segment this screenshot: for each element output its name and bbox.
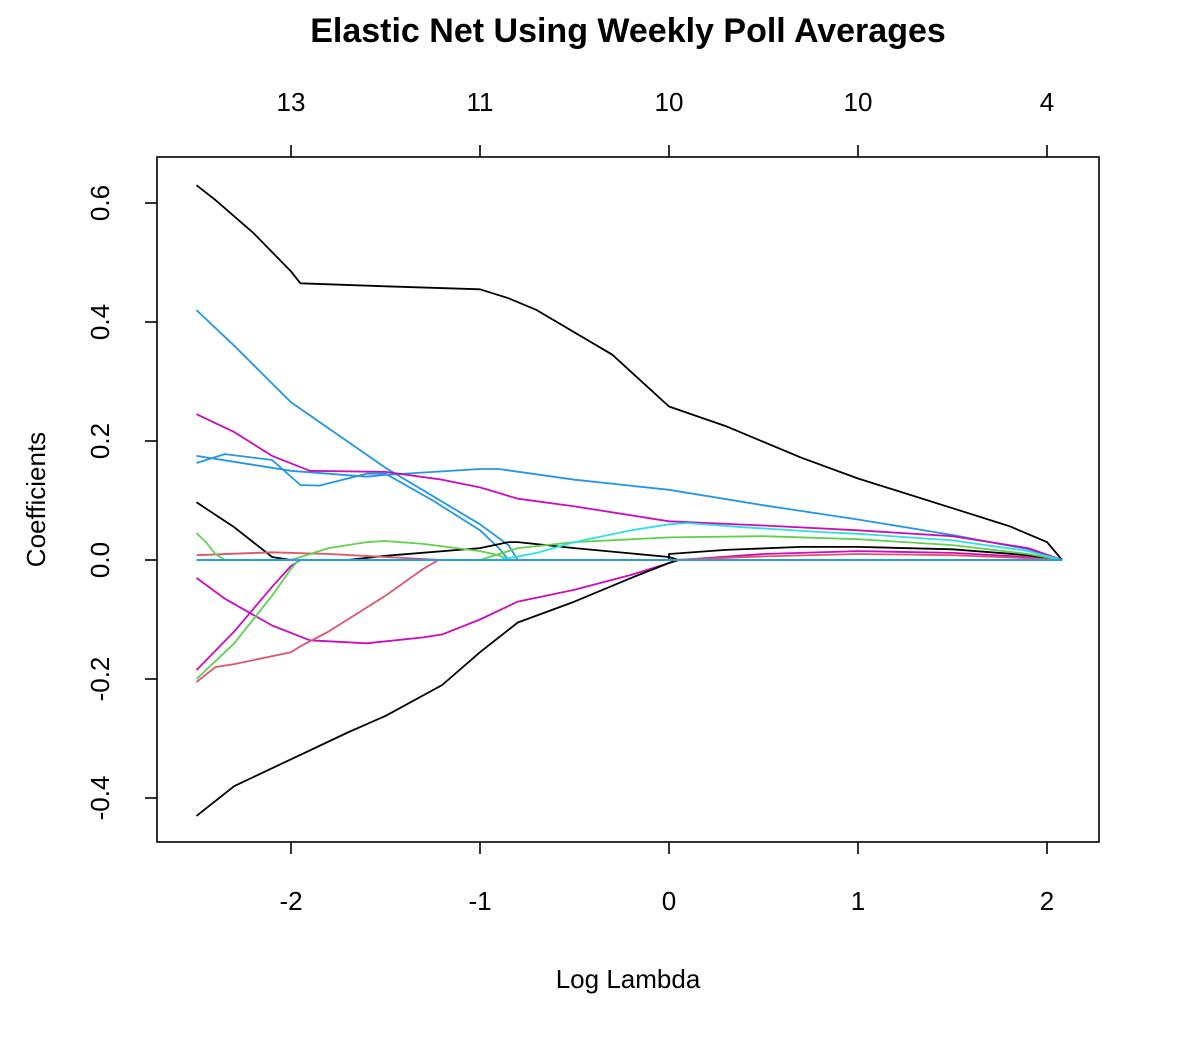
top-tick-label: 10 [844,87,873,117]
top-tick-label: 10 [655,87,684,117]
x-axis-label: Log Lambda [556,964,701,994]
x-tick-label: 0 [662,886,676,916]
x-axis: -2 -1 0 1 2 [279,842,1054,916]
plot-lines [195,184,1063,817]
y-tick-label: -0.4 [85,776,115,821]
coefficient-path-5 [196,413,1063,561]
y-tick-label: -0.2 [85,657,115,702]
y-tick-label: 0.2 [85,423,115,459]
x-tick-label: 1 [851,886,865,916]
top-tick-label: 4 [1040,87,1054,117]
coefficient-path-17 [196,535,1063,561]
y-axis: -0.4 -0.2 0.0 0.2 0.4 0.6 [85,185,157,820]
coefficient-path-4 [196,453,1063,561]
coefficient-path-16 [196,540,1063,561]
top-axis: 13 11 10 10 4 [277,87,1054,157]
y-tick-label: 0.6 [85,185,115,221]
y-tick-label: 0.0 [85,542,115,578]
top-tick-label: 11 [467,87,494,117]
coefficient-path-14 [195,532,1063,561]
coefficient-path-8 [195,559,1063,817]
x-tick-label: -2 [279,886,302,916]
chart-title: Elastic Net Using Weekly Poll Averages [310,12,946,50]
plot-frame [156,156,1100,843]
top-tick-label: 13 [277,87,306,117]
x-tick-label: -1 [468,886,491,916]
coefficient-path-18 [196,522,1063,561]
coefficient-path-2 [195,309,1063,561]
coefficient-path-3 [196,455,1063,561]
y-axis-label: Coefficients [21,432,51,567]
coefficient-path-7 [195,559,1063,671]
coefficient-path-12 [195,559,1063,683]
coefficient-path-1 [195,184,1063,561]
coefficient-path-6 [195,550,1063,645]
coefficient-path-10 [196,546,1063,561]
x-tick-label: 2 [1040,886,1054,916]
y-tick-label: 0.4 [85,304,115,340]
